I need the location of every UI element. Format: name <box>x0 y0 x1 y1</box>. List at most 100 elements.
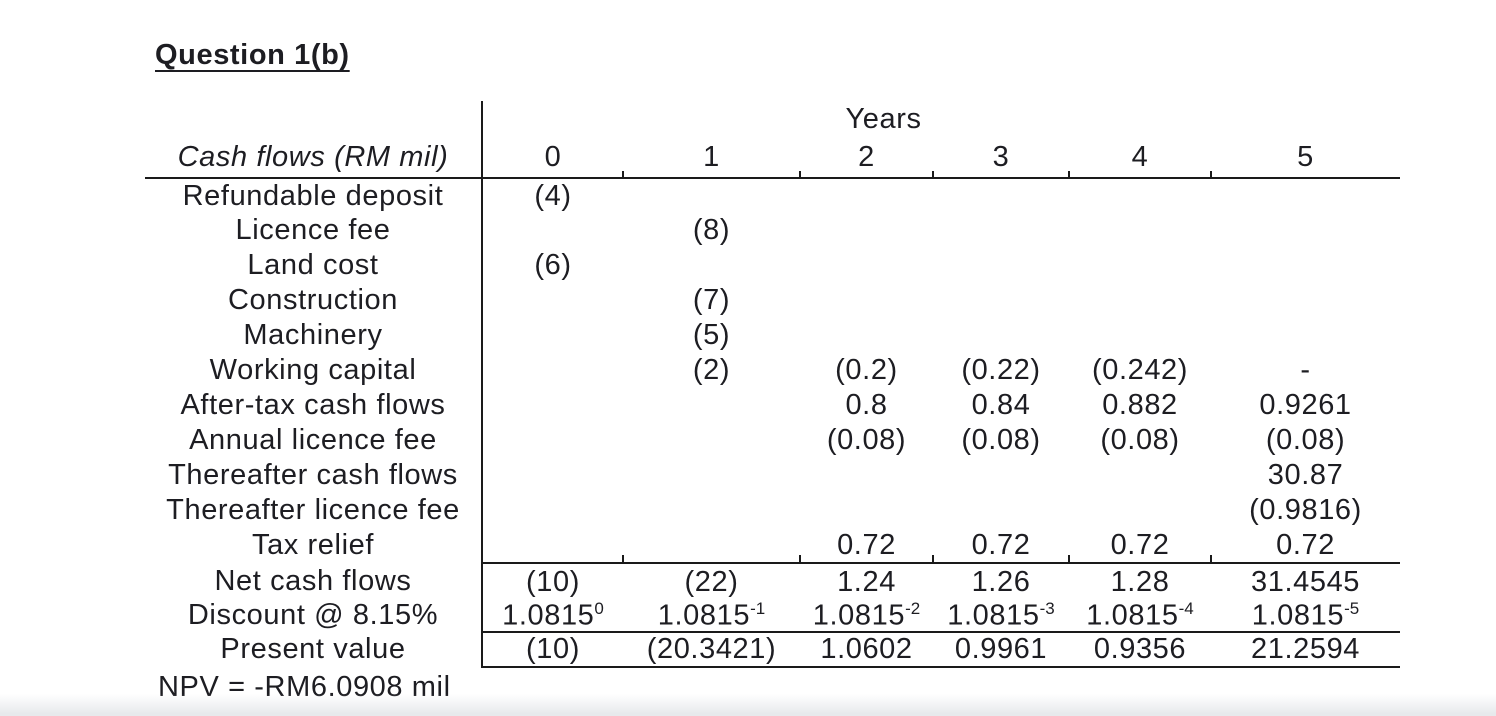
cell-value <box>481 528 623 563</box>
cell-value <box>933 248 1069 283</box>
cell-value <box>800 248 933 283</box>
row-label: Working capital <box>209 354 417 386</box>
cell-value <box>1211 318 1400 353</box>
table-row-licence-fee: Licence fee (8) <box>145 213 1400 248</box>
cell-value: (8) <box>692 214 731 246</box>
factor-exponent: -1 <box>750 599 766 618</box>
cell-value: (0.242) <box>1091 354 1189 386</box>
row-label: Discount @ 8.15% <box>187 599 439 632</box>
table-row-land-cost: Land cost (6) <box>145 248 1400 283</box>
discount-factor-cell: 1.0815-3 <box>933 600 1069 632</box>
discount-factor-cell: 1.0815-5 <box>1211 600 1400 632</box>
cell-value: 0.9961 <box>933 630 1069 668</box>
row-label: Land cost <box>247 249 379 281</box>
cell-value <box>1069 283 1211 318</box>
row-label: Net cash flows <box>214 565 412 597</box>
cell-value: 0.9261 <box>1259 389 1352 421</box>
year-column-header-2: 2 <box>799 138 933 179</box>
row-label: Thereafter cash flows <box>168 459 458 491</box>
row-label: Thereafter licence fee <box>166 494 460 526</box>
cell-value: 31.4545 <box>1209 556 1401 600</box>
discount-factor-cell: 1.08150 <box>481 599 623 632</box>
cell-value: (0.22) <box>961 354 1041 386</box>
row-label: Construction <box>228 284 398 316</box>
factor-base: 1.0815 <box>1251 599 1345 632</box>
cell-value <box>933 493 1069 528</box>
cell-value <box>1211 283 1400 318</box>
cell-value: 0.72 <box>837 528 896 561</box>
cell-value: 1.0602 <box>800 630 933 668</box>
year-column-header-1: 1 <box>622 138 800 179</box>
npv-summary: NPV = -RM6.0908 mil <box>158 671 451 703</box>
cell-value <box>933 283 1069 318</box>
year-column-header-0: 0 <box>481 138 623 179</box>
cell-value: (10) <box>481 630 623 668</box>
factor-base: 1.0815 <box>502 599 595 632</box>
cell-value: (22) <box>622 556 800 600</box>
years-header-row: Years <box>145 101 1401 138</box>
cell-value <box>800 213 933 248</box>
cell-value <box>481 318 623 353</box>
cell-value <box>1069 213 1211 248</box>
table-row-after-tax-cash-flows: After-tax cash flows 0.8 0.84 0.882 0.92… <box>145 388 1400 423</box>
cell-value: (20.3421) <box>623 630 800 668</box>
year-column-header-5: 5 <box>1209 138 1401 179</box>
year-number-header-row: Cash flows (RM mil) 0 1 2 3 4 5 <box>145 138 1401 179</box>
table-row-discount-factor: Discount @ 8.15% 1.08150 1.0815-1 1.0815… <box>145 600 1400 632</box>
cell-value: (0.08) <box>826 424 907 456</box>
factor-base: 1.0815 <box>657 599 751 632</box>
factor-base: 1.0815 <box>947 599 1040 632</box>
cell-value: 0.9356 <box>1069 630 1211 668</box>
cell-value: (0.08) <box>1265 424 1346 456</box>
row-label: Refundable deposit <box>182 179 444 212</box>
factor-base: 1.0815 <box>812 599 906 632</box>
cell-value <box>623 458 800 493</box>
cell-value: (0.2) <box>835 354 898 386</box>
row-label: Annual licence fee <box>189 424 437 456</box>
cell-value <box>800 178 933 213</box>
cell-value: (10) <box>481 562 623 600</box>
cell-value <box>1069 458 1211 493</box>
cell-value: (4) <box>481 178 623 213</box>
row-header-label: Cash flows (RM mil) <box>145 138 482 179</box>
cell-value <box>623 528 800 563</box>
cell-value <box>800 458 933 493</box>
cell-value: (2) <box>692 354 731 386</box>
cell-value: 21.2594 <box>1211 630 1401 668</box>
row-label: Tax relief <box>251 529 375 561</box>
cell-value <box>623 493 800 528</box>
cell-value <box>1211 213 1400 248</box>
factor-exponent: 0 <box>594 599 604 618</box>
cell-value: 1.24 <box>799 556 933 600</box>
discount-factor-cell: 1.0815-1 <box>623 600 800 632</box>
cell-value: 0.84 <box>971 389 1031 421</box>
cell-value <box>481 283 623 318</box>
cell-value <box>1069 493 1211 528</box>
table-row-annual-licence-fee: Annual licence fee (0.08) (0.08) (0.08) … <box>145 423 1400 458</box>
cell-value <box>481 458 623 493</box>
year-column-header-3: 3 <box>932 138 1069 179</box>
discount-factor-cell: 1.0815-2 <box>800 600 933 632</box>
cell-value: (7) <box>692 284 731 316</box>
row-label: Licence fee <box>235 214 391 246</box>
row-label: Machinery <box>243 319 383 351</box>
cell-value: (6) <box>481 248 623 283</box>
cell-value <box>933 213 1069 248</box>
cell-value: (5) <box>692 319 731 351</box>
table-row-construction: Construction (7) <box>145 283 1400 318</box>
table-row-present-value: Present value (10) (20.3421) 1.0602 0.99… <box>145 630 1401 668</box>
discount-factor-cell: 1.0815-4 <box>1069 600 1211 632</box>
cell-value <box>623 388 800 423</box>
table-row-refundable-deposit: Refundable deposit (4) <box>145 178 1400 213</box>
table-row-machinery: Machinery (5) <box>145 318 1400 353</box>
factor-exponent: -2 <box>905 599 921 618</box>
cell-value: (0.08) <box>961 424 1041 456</box>
table-row-net-cash-flows: Net cash flows (10) (22) 1.24 1.26 1.28 … <box>145 556 1401 600</box>
cell-value: (0.08) <box>1100 424 1180 456</box>
cell-value: 0.72 <box>971 528 1031 561</box>
cell-value: 30.87 <box>1267 459 1344 491</box>
cell-value <box>1211 248 1400 283</box>
cell-value <box>481 423 623 458</box>
question-title: Question 1(b) <box>155 39 350 71</box>
